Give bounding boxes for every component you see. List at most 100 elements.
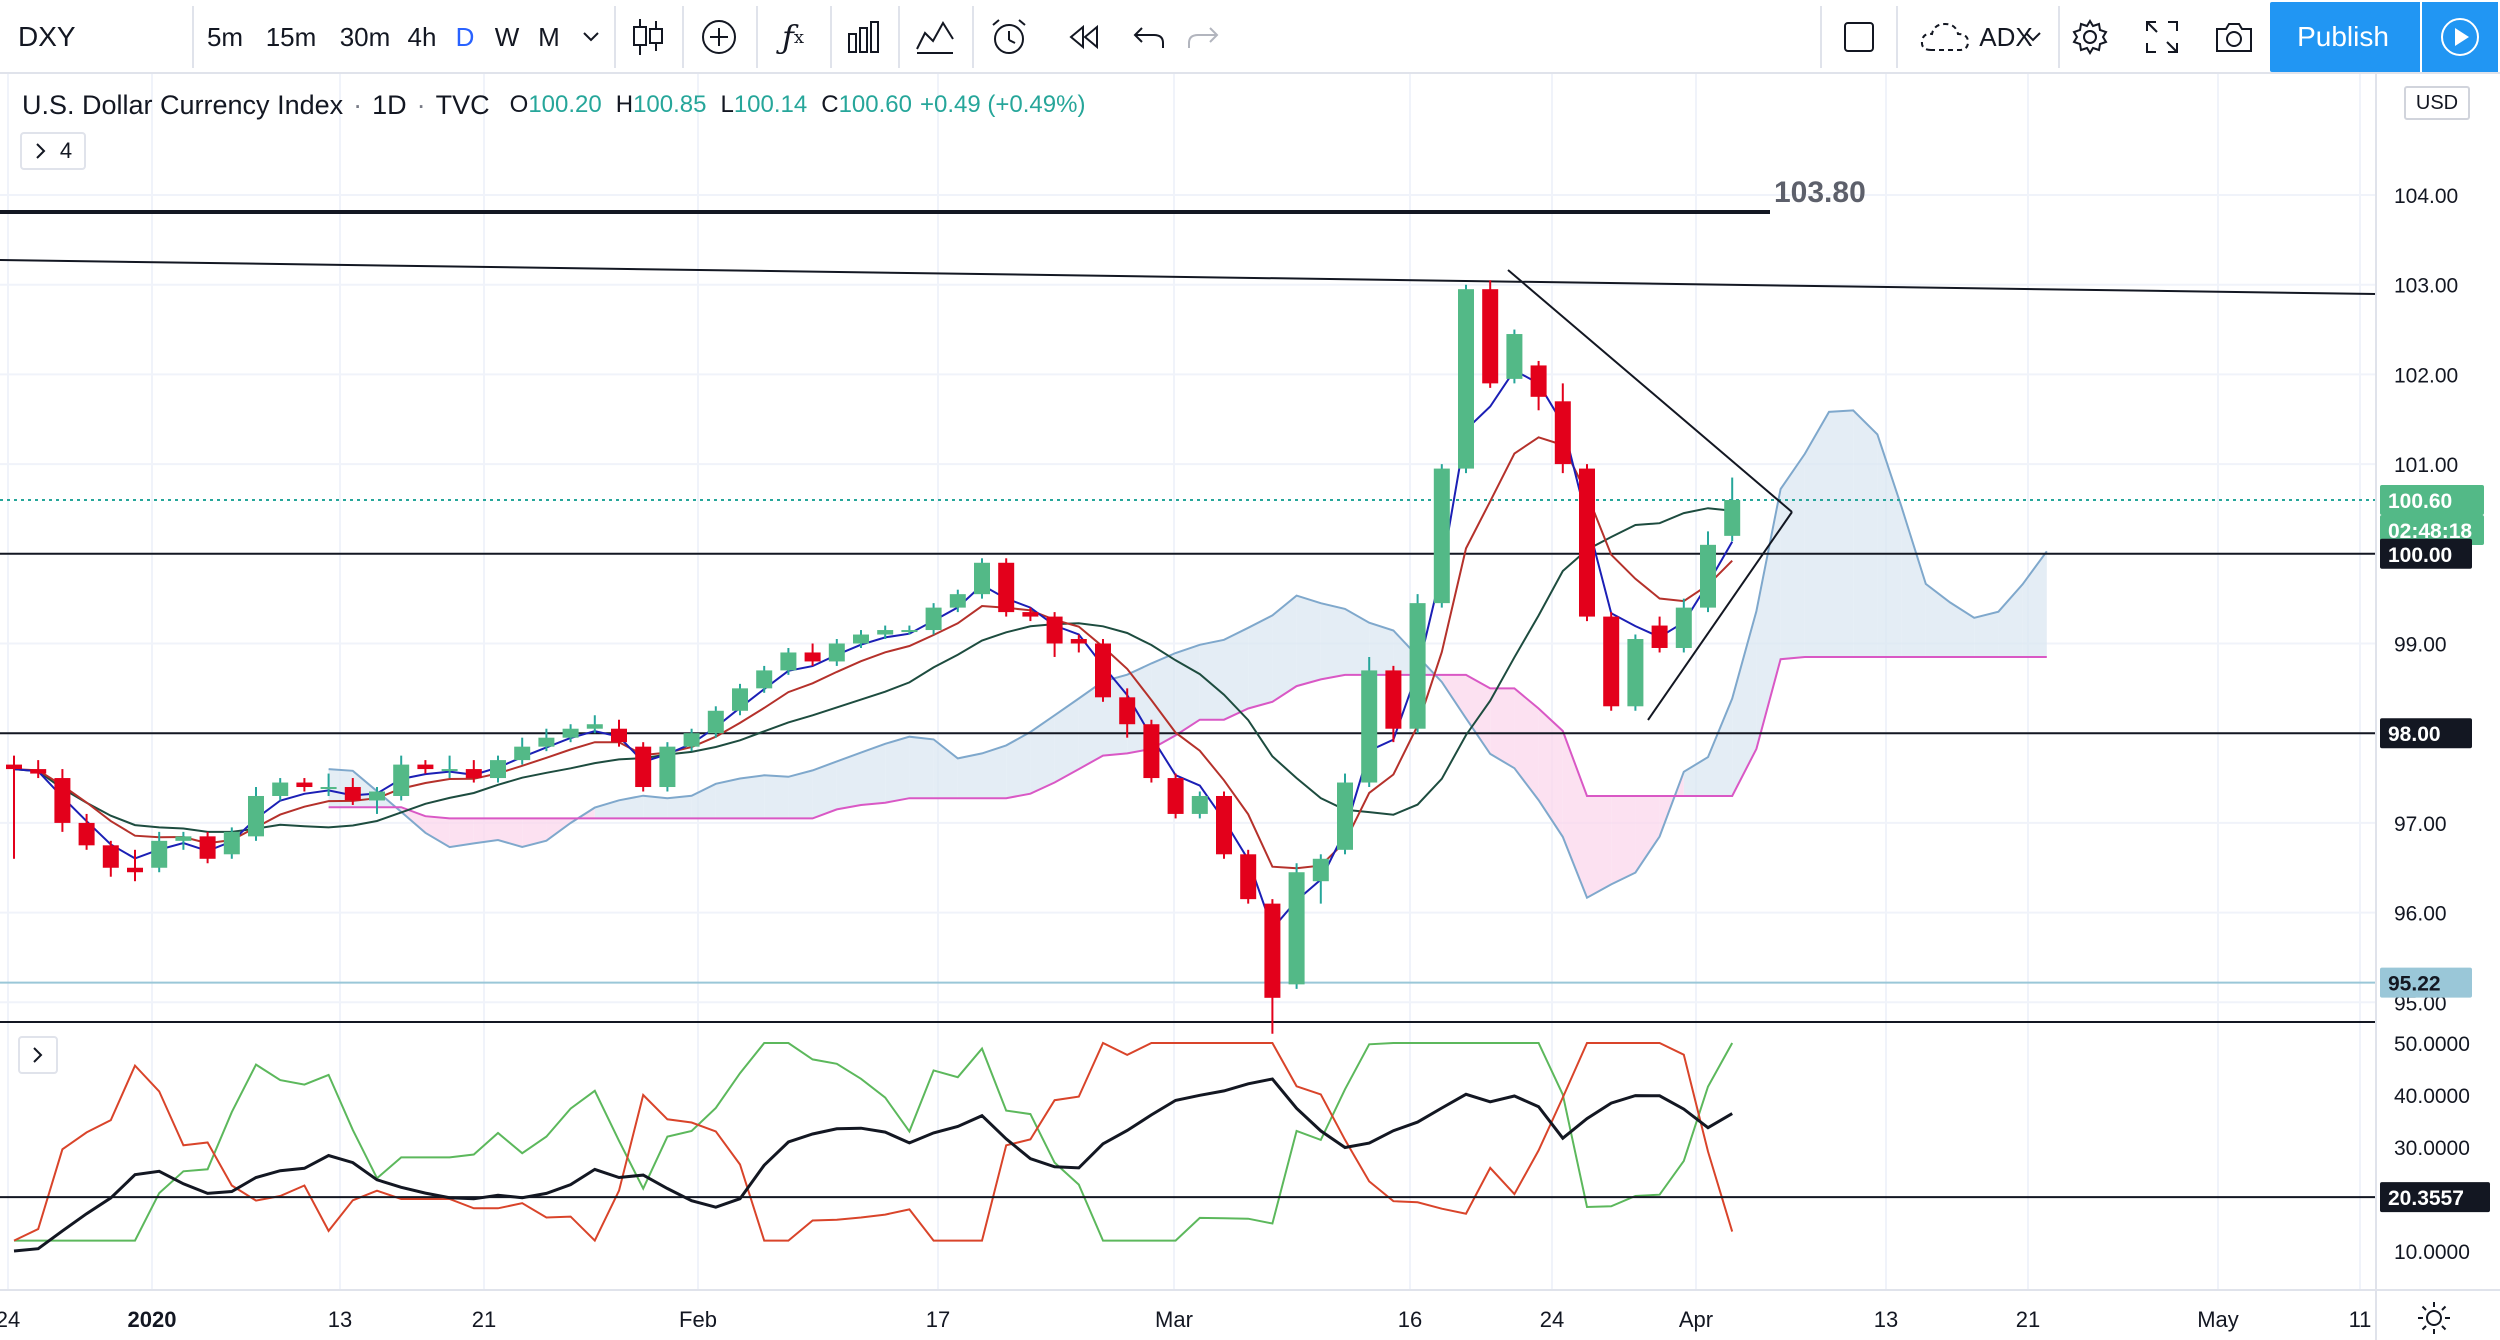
candle [417, 760, 434, 774]
candle [369, 787, 385, 814]
interval-5m[interactable]: 5m [200, 0, 250, 74]
symbol-search[interactable]: DXY [18, 0, 168, 74]
time-tick-label: 13 [328, 1307, 352, 1332]
adx-tick-label: 30.0000 [2394, 1137, 2470, 1160]
candle-body [1724, 499, 1741, 536]
templates-icon[interactable] [910, 0, 960, 74]
candle [780, 647, 797, 675]
interval-d[interactable]: D [450, 0, 480, 74]
cloud-save-dropdown[interactable]: ADX [1906, 0, 2046, 74]
candle-body [30, 769, 47, 774]
price-chart[interactable]: 103.80 104.00 103.00 102.00 101.00 99.00 97.0… [0, 74, 2500, 1340]
cloud-segment [1829, 410, 1854, 657]
candle [635, 742, 652, 792]
cloud-segment [1224, 627, 1249, 720]
legend-separator: · [416, 89, 426, 120]
legend-open: O100.20 [509, 91, 602, 118]
gear-icon[interactable] [2068, 0, 2112, 74]
candle [248, 787, 264, 841]
interval-m[interactable]: M [534, 0, 564, 74]
interval-4h[interactable]: 4h [402, 0, 442, 74]
interval-15m[interactable]: 15m [258, 0, 324, 74]
alert-clock-icon[interactable] [984, 0, 1034, 74]
cloud-segment [1006, 731, 1031, 799]
candle-body [6, 764, 22, 770]
level-98-tag: 98.00 [2380, 718, 2472, 749]
undo-icon[interactable] [1124, 0, 1174, 74]
cloud-segment [1635, 795, 1660, 873]
chevron-down-icon[interactable] [578, 0, 604, 74]
cloud-segment [1248, 615, 1273, 709]
legend-symbol[interactable]: U.S. Dollar Currency Index [22, 89, 344, 120]
settings-sun-icon[interactable] [2416, 1300, 2456, 1336]
fullscreen-icon[interactable] [2140, 0, 2184, 74]
interval-w[interactable]: W [492, 0, 522, 74]
candles-icon[interactable] [626, 0, 670, 74]
price-tick-label: 103.00 [2394, 275, 2458, 298]
candle-body [1288, 872, 1305, 985]
chevron-down-icon[interactable] [2020, 0, 2046, 74]
descending-resistance-line [0, 259, 2377, 295]
candle-body [853, 634, 869, 644]
candle-body [54, 778, 71, 823]
candle [853, 630, 869, 648]
candle [465, 760, 482, 783]
layout-square-icon[interactable] [1836, 0, 1882, 74]
adx-pane-toggle-button[interactable] [18, 1036, 58, 1074]
redo-icon[interactable] [1178, 0, 1228, 74]
cloud-segment [498, 818, 523, 848]
time-tick-label: Feb [679, 1307, 717, 1332]
candle [296, 778, 313, 792]
candle [30, 760, 47, 779]
candle [1046, 612, 1063, 657]
candle [659, 742, 676, 792]
toolbar-divider [1820, 6, 1822, 68]
candle [683, 728, 700, 752]
cloud-segment [1804, 411, 1829, 657]
candle-body [393, 764, 410, 796]
candle-body [1070, 639, 1087, 644]
camera-icon[interactable] [2212, 0, 2256, 74]
candle [901, 625, 918, 635]
candle-body [1167, 778, 1184, 814]
interval-30m[interactable]: 30m [332, 0, 398, 74]
cloud-segment [1030, 715, 1055, 794]
candle [272, 778, 289, 801]
candle [562, 724, 579, 743]
candle-body [538, 737, 555, 747]
financials-icon[interactable] [842, 0, 886, 74]
candle-body [707, 710, 724, 734]
candle-body [1409, 603, 1426, 729]
candle-body [199, 836, 216, 859]
candle-body [1458, 289, 1474, 469]
candle [1070, 634, 1087, 653]
candle-body [949, 594, 966, 608]
candle-body [1312, 858, 1329, 882]
pennant-upper-line [1507, 269, 1793, 513]
candle [1240, 849, 1257, 904]
level-98-tag-bg [2380, 718, 2472, 749]
minus-di-line [13, 1041, 1734, 1243]
cloud-segment [425, 816, 450, 848]
cloud-segment [1490, 688, 1515, 769]
cloud-segment [1756, 489, 1781, 749]
candle-body [659, 746, 676, 788]
candle-body [828, 643, 845, 662]
play-button[interactable] [2420, 2, 2498, 72]
candle [175, 831, 192, 850]
price-tick-label: 97.00 [2394, 813, 2447, 836]
candle [54, 769, 71, 832]
candle [732, 683, 748, 716]
currency-badge[interactable]: USD [2404, 86, 2470, 120]
candle [756, 665, 773, 693]
cloud-segment [788, 770, 813, 819]
candle-body [1119, 697, 1136, 725]
time-tick-label: 21 [2016, 1307, 2040, 1332]
compare-add-icon[interactable] [694, 0, 744, 74]
indicators-toggle-button[interactable]: 4 [20, 132, 86, 170]
candle-body [683, 733, 700, 747]
replay-icon[interactable] [1058, 0, 1108, 74]
candle [925, 603, 942, 635]
chevron-right-icon [36, 143, 46, 159]
